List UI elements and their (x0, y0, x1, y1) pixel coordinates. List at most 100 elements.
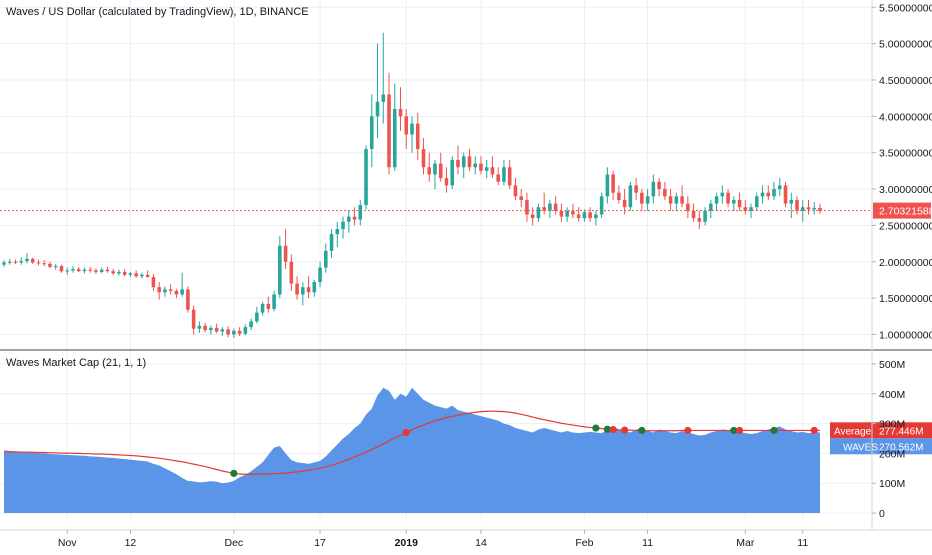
candle-down (663, 189, 667, 197)
candle-up (772, 189, 776, 197)
y-tick-label: 2.50000000 (879, 220, 932, 232)
candle-down (640, 192, 644, 204)
x-tick-label: Feb (575, 537, 593, 549)
candle-down (617, 192, 621, 200)
x-tick-label: Dec (225, 537, 244, 549)
candle-down (157, 287, 161, 293)
candle-down (151, 277, 156, 288)
waves-tag-value: 270.562M (879, 442, 923, 453)
candle-down (404, 116, 409, 135)
candle-down (766, 192, 771, 197)
candle-down (105, 269, 110, 272)
candle-up (301, 287, 305, 295)
candle-up (703, 210, 707, 222)
y-tick-label: 500M (879, 359, 905, 371)
candle-down (525, 199, 529, 215)
y-tick-label: 5.50000000 (879, 2, 932, 14)
average-tag-name: Average (834, 426, 872, 437)
candle-up (335, 229, 340, 235)
candle-up (565, 210, 569, 217)
candle-down (203, 325, 207, 331)
candle-down (519, 196, 523, 200)
candle-up (749, 207, 753, 211)
y-tick-label: 100M (879, 478, 905, 490)
candle-down (726, 192, 730, 204)
candle-down (571, 210, 575, 215)
candle-up (53, 266, 58, 268)
x-tick-label: 12 (125, 537, 137, 549)
candle-up (473, 163, 477, 168)
candle-up (318, 267, 322, 283)
candle-up (651, 181, 656, 197)
candle-down (48, 263, 52, 267)
candle-down (686, 203, 690, 211)
candle-up (720, 192, 725, 197)
candle-down (553, 203, 558, 211)
current-price-tag (873, 202, 931, 219)
candle-down (295, 283, 299, 295)
candle-down (30, 258, 35, 263)
candle-down (795, 199, 799, 211)
y-tick-label: 0 (879, 508, 885, 520)
candle-down (398, 109, 403, 117)
candle-up (381, 94, 386, 102)
candle-down (680, 196, 684, 204)
candle-up (209, 327, 213, 331)
candle-down (76, 269, 81, 272)
x-tick-label: 2019 (395, 537, 419, 549)
candle-up (7, 261, 12, 263)
crossover-dot-red (621, 426, 629, 434)
average-tag (830, 422, 932, 439)
indicator-title: Waves Market Cap (21, 1, 1) (6, 357, 147, 369)
candle-up (760, 192, 765, 197)
candle-up (582, 212, 587, 219)
candle-up (272, 294, 276, 310)
crossover-dot-red (684, 426, 692, 435)
candle-up (484, 167, 489, 171)
y-tick-label: 4.00000000 (879, 111, 932, 123)
candle-up (341, 221, 345, 230)
candle-down (507, 167, 512, 186)
crossover-dot-red (735, 426, 744, 435)
candle-up (777, 185, 782, 190)
candle-down (421, 149, 426, 168)
candle-down (36, 262, 41, 264)
y-tick-label: 300M (879, 419, 905, 431)
candle-up (410, 123, 414, 135)
candle-up (249, 321, 253, 328)
candle-down (415, 123, 420, 150)
candle-up (99, 269, 104, 272)
candle-up (329, 234, 334, 251)
candle-down (691, 210, 696, 219)
candle-up (594, 214, 598, 219)
crossover-dot-green (230, 469, 238, 477)
y-tick-label: 4.50000000 (879, 75, 932, 87)
candle-up (117, 271, 121, 274)
waves-tag-name: WAVES (843, 442, 878, 453)
candle-down (622, 199, 627, 208)
candle-down (456, 159, 460, 168)
candle-up (347, 216, 351, 222)
candle-down (226, 329, 230, 335)
candle-up (220, 329, 225, 332)
candle-down (42, 263, 47, 265)
candle-down (306, 287, 311, 293)
candle-down (513, 185, 518, 197)
candle-up (755, 196, 759, 208)
candle-up (450, 159, 455, 186)
candle-up (278, 245, 282, 295)
crossover-dot-green (638, 426, 646, 435)
candle-down (145, 274, 150, 278)
candle-up (674, 196, 679, 204)
candle-down (438, 163, 443, 179)
candle-down (611, 174, 615, 193)
x-tick-label: 17 (314, 537, 326, 549)
candle-down (186, 289, 190, 310)
candle-down (387, 94, 391, 168)
candle-up (243, 327, 248, 334)
candle-down (479, 163, 483, 171)
candle-up (628, 185, 633, 208)
